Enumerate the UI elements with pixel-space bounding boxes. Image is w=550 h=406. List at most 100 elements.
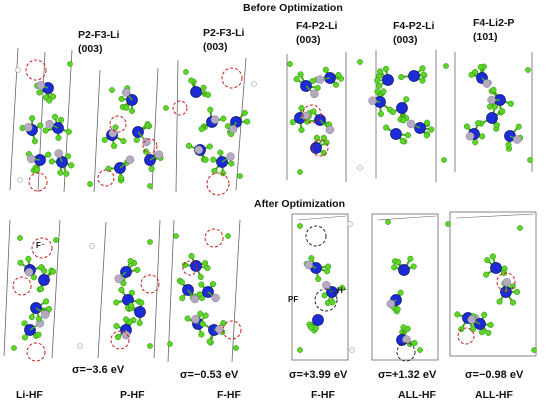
lithium-atom: [190, 86, 202, 98]
fluorine-atom: [21, 334, 29, 341]
bottom-label-3: F-HF: [217, 389, 241, 401]
phosphorus-atom: [210, 115, 220, 124]
fluorine-atom: [188, 252, 195, 260]
loose-atom: [147, 239, 153, 245]
highlight-circle-red: [204, 228, 224, 248]
fluorine-atom: [29, 115, 36, 122]
fluorine-atom: [202, 260, 209, 267]
fluorine-atom: [515, 123, 522, 130]
fluorine-atom: [55, 134, 62, 141]
fluorine-atom: [487, 321, 494, 328]
phosphorus-atom: [36, 81, 45, 90]
fluorine-atom: [411, 340, 418, 347]
fluorine-atom: [424, 119, 431, 126]
phosphorus-atom: [406, 119, 416, 129]
fluorine-atom: [423, 132, 430, 139]
loose-atom: [147, 183, 153, 189]
phosphorus-atom: [194, 145, 204, 155]
highlight-circle-red: [221, 67, 243, 89]
loose-atom: [11, 345, 17, 351]
lithium-atom: [408, 70, 420, 82]
fluorine-atom: [35, 331, 42, 338]
phosphorus-atom: [322, 280, 331, 290]
phosphorus-atom: [467, 315, 476, 324]
fluorine-atom: [50, 93, 57, 100]
fluorine-atom: [298, 126, 305, 133]
loose-atom: [237, 173, 243, 179]
fluorine-atom: [136, 320, 143, 327]
fluorine-atom: [50, 268, 57, 275]
col4-name: F4-P2-Li: [296, 20, 338, 32]
fluorine-atom: [134, 266, 141, 273]
phosphorus-atom: [386, 299, 396, 309]
highlight-circle-red: [140, 274, 160, 294]
fluorine-atom: [46, 97, 53, 104]
lithium-atom: [190, 260, 202, 272]
fluorine-atom: [489, 253, 496, 260]
lithium-atom: [38, 274, 50, 286]
fluorine-atom: [335, 71, 342, 79]
bottom-label-2: P-HF: [120, 389, 145, 401]
column-title-4: F4-P2-Li (003): [296, 19, 337, 47]
fluorine-atom: [36, 315, 43, 322]
fluorine-atom: [21, 320, 28, 327]
loose-atom: [357, 59, 363, 65]
loose-atom: [347, 221, 353, 227]
phosphorus-atom: [368, 96, 377, 105]
loose-atom: [87, 181, 93, 187]
phosphorus-atom: [114, 274, 123, 283]
fluorine-atom: [31, 138, 38, 145]
fluorine-atom: [228, 160, 235, 167]
fluorine-atom: [241, 109, 248, 116]
fluorine-atom: [206, 338, 213, 345]
fluorine-atom: [123, 316, 130, 323]
loose-atom: [441, 157, 447, 163]
phosphorus-atom: [45, 119, 54, 129]
fluorine-atom: [198, 125, 205, 133]
loose-atom: [385, 219, 391, 225]
fluorine-atom: [383, 124, 390, 131]
fluorine-atom: [309, 78, 316, 85]
fluorine-atom: [400, 324, 407, 331]
fluorine-atom: [399, 137, 406, 145]
cell-edge-4: [151, 67, 159, 191]
highlight-circle-black: [314, 288, 338, 312]
sigma-col1: σ=−3.6 eV: [72, 364, 125, 376]
phosphorus-atom: [191, 315, 200, 324]
phosphorus-atom: [226, 152, 235, 161]
phosphorus-atom: [487, 95, 496, 105]
fluorine-atom: [325, 263, 332, 270]
fluorine-atom: [185, 142, 192, 149]
phosphorus-atom: [190, 294, 200, 304]
fluorine-atom: [128, 289, 135, 296]
fluorine-atom: [338, 284, 346, 291]
fluorine-atom: [210, 156, 217, 163]
fluorine-atom: [209, 281, 217, 288]
fluorine-atom: [204, 265, 211, 272]
highlight-circle-black: [396, 342, 416, 362]
pf-label: PF: [288, 295, 299, 304]
phosphorus-atom: [211, 293, 220, 303]
col1-name: P2-F3-Li: [78, 29, 120, 41]
fluorine-atom: [428, 126, 435, 133]
phosphorus-atom: [27, 154, 36, 164]
fluorine-atom: [289, 119, 296, 126]
fluorine-atom: [382, 65, 390, 72]
lithium-atom: [414, 122, 426, 134]
fluorine-atom: [188, 77, 195, 84]
fluorine-atom: [374, 77, 381, 84]
lithium-atom: [398, 264, 410, 276]
fluorine-atom: [484, 257, 491, 264]
loose-atom: [297, 347, 303, 353]
fluorine-atom: [36, 89, 43, 96]
loose-atom: [417, 347, 423, 353]
fluorine-atom: [42, 127, 49, 134]
loose-atom: [17, 177, 23, 183]
phosphorus-atom: [125, 155, 135, 164]
phosphorus-atom: [325, 125, 335, 135]
fluorine-atom: [496, 298, 503, 305]
fluorine-atom: [398, 73, 405, 81]
fluorine-atom: [314, 84, 321, 91]
fluorine-atom: [105, 165, 112, 172]
fluorine-atom: [332, 81, 340, 88]
